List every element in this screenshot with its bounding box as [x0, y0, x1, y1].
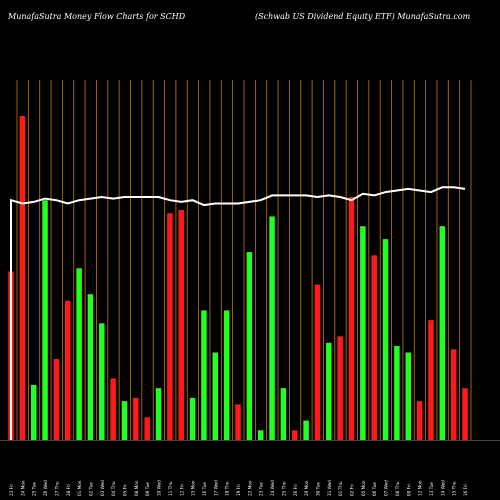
x-tick-label: 09 Fri: [406, 484, 411, 496]
x-tick-label: 05 Fri: [123, 484, 128, 496]
x-tick-label: 01 Thu: [338, 481, 343, 496]
bar: [314, 284, 321, 440]
money-flow-line: [10, 186, 466, 440]
x-tick-label: 08 Mon: [134, 480, 139, 496]
bar: [382, 239, 389, 440]
bar: [235, 404, 241, 440]
bar: [212, 352, 219, 440]
bar: [121, 401, 128, 440]
bar: [167, 213, 173, 440]
bar: [201, 310, 207, 440]
bar: [99, 323, 105, 440]
x-tick-label: 22 Mon: [247, 480, 252, 496]
bar: [439, 226, 446, 440]
x-tick-label: 24 Wed: [270, 480, 275, 496]
bar: [371, 255, 377, 440]
bar: [280, 388, 287, 440]
bar: [246, 252, 253, 440]
bar: [65, 300, 71, 440]
x-tick-label: 11 Thu: [168, 481, 173, 496]
x-tick-label: 12 Mon: [418, 480, 423, 496]
bar: [76, 268, 82, 440]
x-tick-label: 03 Wed: [100, 480, 105, 496]
bar: [416, 401, 423, 440]
bar: [87, 294, 94, 440]
bar: [110, 378, 116, 440]
x-tick-label: 23 Fri: [9, 484, 14, 496]
x-tick-label: 31 Wed: [327, 480, 332, 496]
bar: [155, 388, 162, 440]
bar: [450, 349, 457, 440]
x-tick-label: 06 Tue: [372, 482, 377, 496]
bar: [144, 417, 150, 440]
x-tick-label: 01 Mon: [77, 480, 82, 496]
x-tick-label: 24 Mon: [20, 480, 25, 496]
bar: [42, 200, 48, 440]
x-tick-label: 15 Mon: [191, 480, 196, 496]
x-tick-label: 28 Fri: [66, 484, 71, 496]
bar: [348, 197, 355, 440]
bar: [178, 209, 184, 440]
bar: [133, 397, 139, 440]
bar: [53, 359, 60, 440]
x-tick-label: 08 Thu: [395, 481, 400, 496]
bar: [405, 352, 411, 440]
x-tick-label: 19 Fri: [236, 484, 241, 496]
x-tick-label: 16 Fri: [463, 484, 468, 496]
bar: [360, 226, 366, 440]
x-tick-label: 17 Wed: [213, 480, 218, 496]
x-tick-label: 13 Tue: [429, 482, 434, 496]
x-tick-label: 15 Thu: [452, 481, 457, 496]
bar: [19, 116, 26, 440]
x-tick-label: 29 Mon: [304, 480, 309, 496]
bar: [257, 430, 264, 440]
x-tick-label: 12 Fri: [179, 484, 184, 496]
x-tick-label: 26 Fri: [293, 484, 298, 496]
x-tick-label: 07 Wed: [384, 480, 389, 496]
bar: [223, 310, 230, 440]
bar: [337, 336, 343, 440]
bar: [428, 320, 434, 440]
bar: [394, 346, 400, 440]
bar: [326, 342, 332, 440]
x-tick-label: 09 Tue: [145, 482, 150, 496]
x-tick-label: 05 Mon: [361, 480, 366, 496]
x-tick-label: 02 Tue: [88, 482, 93, 496]
bar: [292, 430, 298, 440]
x-tick-label: 04 Thu: [111, 481, 116, 496]
bar: [303, 420, 309, 440]
x-tick-label: 14 Wed: [440, 480, 445, 496]
bar: [189, 397, 196, 440]
chart-subtitle: (Schwab US Dividend Equity ETF) MunafaSu…: [255, 12, 471, 21]
x-tick-label: 10 Wed: [157, 480, 162, 496]
x-tick-label: 26 Wed: [43, 480, 48, 496]
x-tick-label: 25 Thu: [281, 481, 286, 496]
x-tick-label: 18 Thu: [225, 481, 230, 496]
x-tick-label: 02 Fri: [350, 484, 355, 496]
x-tick-label: 16 Tue: [202, 482, 207, 496]
bar: [269, 216, 275, 440]
bar: [462, 388, 468, 440]
chart-title: MunafaSutra Money Flow Charts for SCHD: [8, 12, 186, 21]
x-tick-label: 23 Tue: [259, 482, 264, 496]
x-tick-label: 30 Tue: [315, 482, 320, 496]
x-tick-label: 25 Tue: [32, 482, 37, 496]
bar: [30, 384, 37, 440]
x-tick-label: 27 Thu: [54, 481, 59, 496]
